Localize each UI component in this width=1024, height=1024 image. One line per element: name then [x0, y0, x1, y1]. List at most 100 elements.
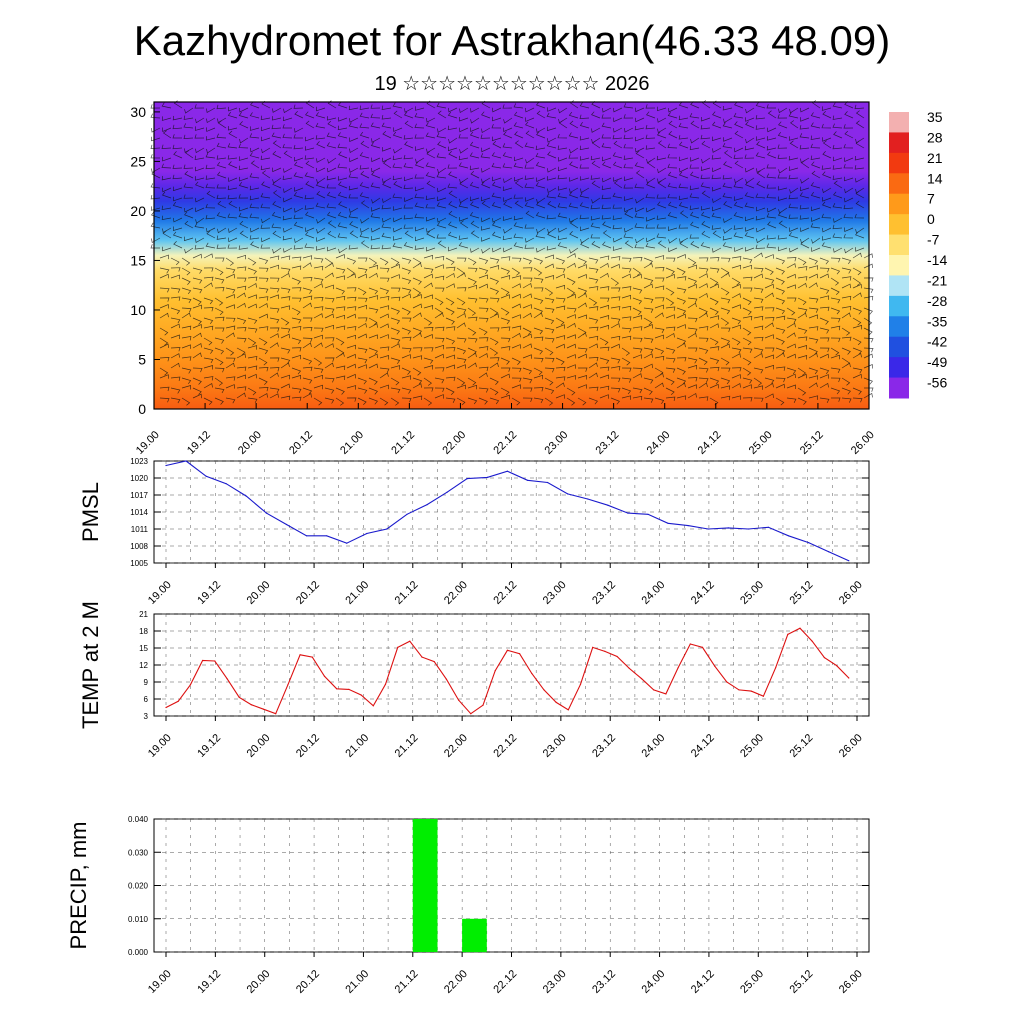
- wind-barb: [863, 377, 873, 385]
- wind-barb: [324, 377, 335, 383]
- pmsl-point: [828, 551, 830, 553]
- wind-barb: [591, 240, 601, 249]
- wind-barb: [349, 230, 359, 239]
- wind-barb: [764, 283, 774, 289]
- wind-barb: [469, 141, 480, 149]
- wind-barb: [315, 112, 326, 119]
- wind-barb: [492, 217, 502, 223]
- wind-barb: [194, 245, 205, 250]
- colorbar-swatch: [889, 132, 909, 154]
- wind-barb: [852, 324, 862, 330]
- wind-barb: [239, 137, 249, 144]
- wind-barb: [831, 397, 841, 402]
- wind-barb: [723, 227, 733, 234]
- wind-barb: [269, 333, 279, 339]
- wind-barb: [326, 132, 337, 139]
- wind-barb: [412, 367, 422, 376]
- wind-barb: [590, 233, 601, 239]
- wind-barb: [731, 383, 741, 389]
- wind-barb: [269, 317, 280, 324]
- wind-barb: [159, 297, 170, 302]
- x-tick-label: 19.12: [195, 732, 223, 760]
- wind-barb: [657, 106, 667, 112]
- wind-barb: [181, 257, 191, 266]
- wind-barb: [216, 194, 227, 199]
- wind-barb: [676, 377, 687, 385]
- temp-point: [336, 688, 338, 690]
- wind-barb: [491, 162, 502, 169]
- pmsl-point: [808, 542, 810, 544]
- wind-barb: [269, 357, 280, 362]
- wind-barb: [500, 346, 511, 351]
- wind-barb: [591, 180, 601, 189]
- wind-barb: [360, 140, 370, 149]
- wind-barb: [335, 306, 346, 311]
- y-axis-title: TEMP at 2 M: [78, 601, 103, 729]
- x-tick-label: 25.12: [788, 732, 816, 760]
- wind-barb: [194, 126, 205, 131]
- wind-barb: [731, 367, 742, 372]
- wind-barb: [381, 204, 392, 210]
- wind-barb: [173, 196, 183, 202]
- wind-barb: [832, 165, 843, 170]
- wind-barb: [821, 242, 832, 249]
- x-tick-label: 21.00: [338, 429, 366, 457]
- wind-barb: [283, 167, 293, 173]
- pmsl-point: [627, 512, 629, 514]
- temp-point: [823, 657, 826, 659]
- y-tick-label: 25: [130, 153, 146, 169]
- wind-barb: [445, 307, 455, 316]
- wind-barb: [247, 365, 258, 371]
- wind-barb: [612, 246, 623, 251]
- wind-barb: [755, 193, 766, 199]
- wind-barb: [514, 131, 524, 139]
- wind-barb: [558, 157, 568, 162]
- wind-barb: [324, 362, 334, 369]
- wind-barb: [698, 267, 709, 273]
- wind-barb: [810, 143, 821, 149]
- wind-barb: [258, 303, 268, 309]
- wind-barb: [305, 120, 315, 129]
- wind-barb: [316, 177, 326, 184]
- wind-barb: [665, 396, 676, 401]
- wind-barb: [610, 335, 621, 341]
- wind-barb: [777, 235, 788, 240]
- wind-barb: [412, 347, 423, 352]
- wind-barb: [822, 137, 832, 142]
- wind-barb: [414, 134, 425, 139]
- wind-barb: [228, 106, 238, 112]
- wind-barb: [522, 257, 533, 265]
- wind-barb: [500, 275, 511, 280]
- wind-barb: [679, 237, 689, 243]
- wind-barb: [181, 377, 192, 385]
- x-tick-label: 23.12: [590, 579, 618, 607]
- wind-barb: [250, 241, 260, 249]
- wind-barb: [742, 264, 752, 270]
- wind-barb: [621, 367, 632, 373]
- wind-barb: [621, 377, 632, 383]
- wind-barb: [293, 161, 304, 169]
- wind-barb: [657, 140, 667, 149]
- wind-barb: [513, 162, 524, 169]
- wind-barb: [324, 357, 335, 362]
- wind-barb: [676, 297, 686, 305]
- temp-point: [738, 689, 740, 691]
- wind-barb: [173, 217, 183, 223]
- wind-barb: [150, 113, 161, 119]
- x-tick-label: 21.12: [393, 732, 421, 760]
- wind-barb: [161, 116, 172, 121]
- wind-barb: [478, 397, 488, 405]
- wind-barb: [294, 157, 304, 162]
- wind-barb: [283, 207, 293, 213]
- wind-barb: [162, 156, 172, 162]
- wind-barb: [368, 295, 379, 300]
- wind-barb: [821, 213, 832, 219]
- wind-barb: [536, 247, 546, 253]
- wind-barb: [668, 107, 678, 113]
- wind-barb: [291, 374, 301, 380]
- wind-barb: [547, 231, 557, 239]
- wind-barb: [536, 127, 546, 133]
- wind-barb: [547, 151, 557, 159]
- wind-barb: [161, 102, 172, 109]
- wind-barb: [610, 397, 620, 405]
